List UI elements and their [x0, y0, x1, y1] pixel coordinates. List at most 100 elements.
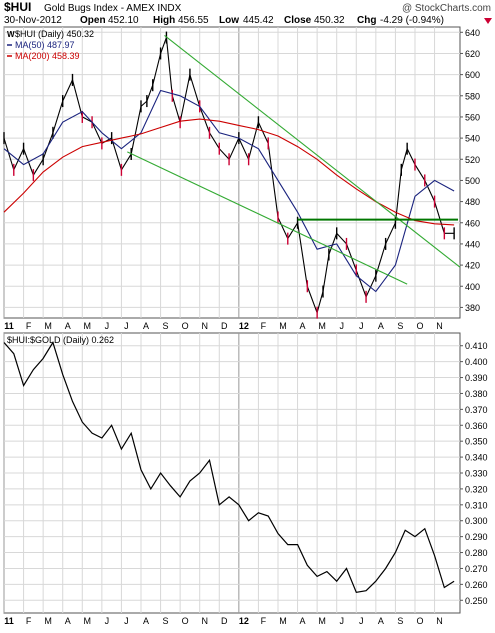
y-tick-label: 580 — [465, 91, 480, 101]
legend-entry: $HUI:$GOLD (Daily) 0.262 — [7, 335, 114, 345]
upper-panel-frame — [3, 26, 461, 319]
x-tick-label: O — [182, 321, 189, 331]
upper-plot-marks — [3, 31, 461, 319]
x-tick-label: M — [279, 321, 287, 331]
x-tick-label: J — [339, 321, 344, 331]
x-tick-label: F — [26, 616, 32, 626]
y-tick-label: 0.370 — [465, 405, 488, 415]
x-tick-label: S — [163, 321, 169, 331]
x-tick-label: A — [378, 321, 384, 331]
y-tick-label: 600 — [465, 70, 480, 80]
trend-channel-line — [127, 151, 408, 285]
x-tick-label: J — [124, 616, 129, 626]
x-tick-label: 11 — [4, 321, 14, 331]
x-tick-label: M — [318, 616, 326, 626]
chg-label: Chg — [357, 15, 376, 26]
y-tick-label: 460 — [465, 218, 480, 228]
y-tick-label: 0.250 — [465, 596, 488, 606]
x-tick-label: M — [318, 321, 326, 331]
chg-value: -4.29 (-0.94%) — [380, 15, 444, 26]
y-tick-label: 440 — [465, 239, 480, 249]
x-tick-label: N — [201, 616, 208, 626]
x-tick-label: M — [84, 321, 92, 331]
x-tick-label: F — [261, 321, 267, 331]
y-tick-label: 380 — [465, 303, 480, 313]
x-tick-label: J — [339, 616, 344, 626]
x-tick-label: M — [279, 616, 287, 626]
upper-panel: 640 620 600 580 560 540 520 500 480 460 440 420 400 3… — [3, 26, 480, 319]
lower-legend: $HUI:$GOLD (Daily) 0.262 — [7, 335, 114, 345]
x-tick-label: 11 — [4, 616, 14, 626]
legend-entry: $HUI (Daily) 450.32 — [15, 29, 94, 39]
x-tick-label: O — [182, 616, 189, 626]
legend-entry: MA(200) 458.39 — [15, 51, 80, 61]
x-tick-label: S — [163, 616, 169, 626]
ma50-line — [3, 89, 455, 293]
x-tick-label: N — [436, 616, 443, 626]
open-value: 452.10 — [108, 15, 139, 26]
close-label: Close — [284, 15, 312, 26]
low-value: 445.42 — [243, 15, 274, 26]
x-tick-label: F — [26, 321, 32, 331]
y-tick-label: 420 — [465, 261, 480, 271]
index-name: Gold Bugs Index - AMEX INDX — [44, 3, 182, 14]
y-tick-label: 0.360 — [465, 421, 488, 431]
x-tick-label: J — [105, 616, 110, 626]
x-tick-label: O — [416, 321, 423, 331]
date-label: 30-Nov-2012 — [4, 15, 62, 26]
high-label: High — [153, 15, 175, 26]
y-tick-label: 0.400 — [465, 357, 488, 367]
lower-gridlines — [3, 333, 460, 613]
upper-gridlines — [3, 27, 460, 318]
y-tick-label: 0.380 — [465, 389, 488, 399]
y-tick-label: 0.260 — [465, 580, 488, 590]
y-tick-label: 0.310 — [465, 500, 488, 510]
y-tick-label: 0.350 — [465, 437, 488, 447]
x-tick-label: S — [397, 321, 403, 331]
x-tick-label: J — [124, 321, 129, 331]
symbol-label: $HUI — [4, 0, 31, 14]
x-axis-lower: 11 F M A M J J A S O N D 12 F M A M J J A S O N — [4, 616, 443, 626]
y-tick-label: 540 — [465, 134, 480, 144]
lower-y-ticks: 0.410 0.400 0.390 0.380 0.370 0.360 0.350 0.340… — [460, 341, 488, 606]
y-tick-label: 640 — [465, 28, 480, 38]
x-tick-label: M — [84, 616, 92, 626]
y-tick-label: 520 — [465, 155, 480, 165]
y-tick-label: 0.280 — [465, 548, 488, 558]
x-tick-label: S — [397, 616, 403, 626]
trend-channel-line — [164, 35, 461, 268]
y-tick-label: 0.270 — [465, 564, 488, 574]
down-arrow-icon — [484, 18, 492, 24]
y-tick-label: 500 — [465, 176, 480, 186]
x-tick-label: F — [261, 616, 267, 626]
x-tick-label: A — [65, 616, 71, 626]
y-tick-label: 560 — [465, 112, 480, 122]
lower-panel: 0.410 0.400 0.390 0.380 0.370 0.360 0.350 0.340… — [3, 332, 488, 614]
lower-plot-marks — [3, 341, 455, 593]
y-tick-label: 0.290 — [465, 532, 488, 542]
x-tick-label: N — [436, 321, 443, 331]
x-tick-label: D — [221, 321, 228, 331]
watermark: @ StockCharts.com — [402, 3, 491, 14]
x-tick-label: M — [44, 616, 52, 626]
legend-entry: MA(50) 487.97 — [15, 40, 75, 50]
x-tick-label: D — [221, 616, 228, 626]
x-tick-label: A — [300, 321, 306, 331]
x-tick-label: A — [65, 321, 71, 331]
y-tick-label: 0.340 — [465, 453, 488, 463]
low-label: Low — [219, 15, 239, 26]
y-tick-label: 0.390 — [465, 373, 488, 383]
x-tick-label: 12 — [239, 321, 249, 331]
y-tick-label: 0.320 — [465, 484, 488, 494]
x-tick-label: A — [143, 321, 149, 331]
high-value: 456.55 — [178, 15, 209, 26]
x-tick-label: O — [416, 616, 423, 626]
x-tick-label: M — [44, 321, 52, 331]
chart-header: $HUI Gold Bugs Index - AMEX INDX @ Stock… — [4, 0, 492, 26]
y-tick-label: 0.300 — [465, 516, 488, 526]
x-tick-label: J — [359, 616, 364, 626]
legend-symbol-w: W — [7, 30, 15, 39]
y-tick-label: 480 — [465, 197, 480, 207]
